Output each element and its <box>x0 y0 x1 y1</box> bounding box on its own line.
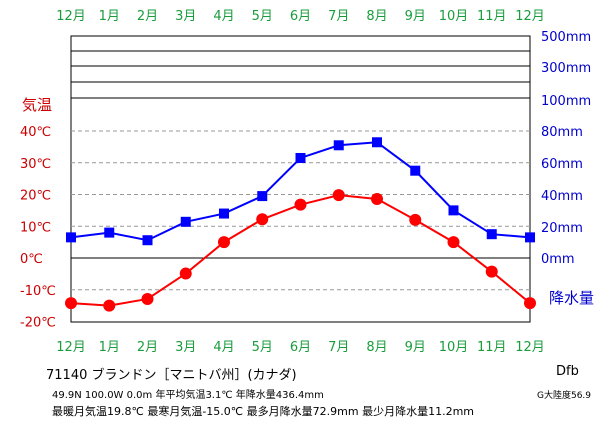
station-summary: 49.9N 100.0W 0.0m 年平均気温3.1℃ 年降水量436.4mm <box>52 390 324 401</box>
koppen-classification: Dfb <box>556 364 579 379</box>
precip-point <box>104 227 115 238</box>
precip-axis-title: 降水量 <box>549 289 594 307</box>
temp-tick-label: -10℃ <box>20 284 56 299</box>
temp-tick-label: 10℃ <box>20 220 51 235</box>
precip-point <box>410 165 421 176</box>
month-label-bottom: 2月 <box>137 340 158 355</box>
precip-point <box>295 152 306 163</box>
temp-point <box>103 299 116 312</box>
month-label-top: 5月 <box>252 9 273 24</box>
precip-point <box>448 205 459 216</box>
temp-point <box>256 213 269 226</box>
month-label-top: 4月 <box>213 9 234 24</box>
temp-tick-label: 30℃ <box>20 157 51 172</box>
month-label-bottom: 12月 <box>56 340 86 355</box>
precip-tick-label: 0mm <box>541 252 575 267</box>
precip-point <box>257 191 268 202</box>
precip-point <box>486 229 497 240</box>
precip-tick-label: 500mm <box>541 30 591 45</box>
precip-tick-label: 300mm <box>541 61 591 76</box>
precip-tick-label: 60mm <box>541 157 583 172</box>
temp-point <box>524 297 536 310</box>
precip-point <box>219 208 229 219</box>
precip-point <box>333 140 344 151</box>
precip-point <box>142 235 153 246</box>
month-label-top: 11月 <box>477 9 507 24</box>
temp-line <box>70 194 531 307</box>
precip-point <box>525 232 535 243</box>
temp-point <box>332 189 345 202</box>
month-label-top: 1月 <box>99 9 120 24</box>
precip-point <box>180 216 191 227</box>
precip-point <box>372 137 382 148</box>
month-label-bottom: 1月 <box>99 340 120 355</box>
precip-tick-label: 100mm <box>541 94 591 109</box>
month-label-top: 12月 <box>515 9 545 24</box>
month-label-top: 8月 <box>366 9 387 24</box>
temp-point <box>447 236 460 249</box>
plot-frame <box>70 35 531 323</box>
month-label-bottom: 6月 <box>290 340 311 355</box>
continentality-index: G大陸度56.9 <box>537 391 592 401</box>
month-label-bottom: 10月 <box>439 340 469 355</box>
temp-point <box>485 265 498 278</box>
precip-tick-label: 80mm <box>541 125 583 140</box>
month-label-bottom: 8月 <box>366 340 387 355</box>
temp-point <box>409 213 422 226</box>
month-label-bottom: 5月 <box>252 340 273 355</box>
month-label-top: 2月 <box>137 9 158 24</box>
month-label-bottom: 9月 <box>405 340 426 355</box>
temp-point <box>218 236 230 249</box>
temp-point <box>141 292 154 305</box>
precip-tick-label: 20mm <box>541 221 583 236</box>
month-label-top: 9月 <box>405 9 426 24</box>
month-label-top: 7月 <box>328 9 349 24</box>
temp-axis-title: 気温 <box>22 96 52 114</box>
temp-point <box>179 267 192 280</box>
temp-tick-label: 0℃ <box>20 252 43 267</box>
temp-point <box>65 297 77 310</box>
month-label-top: 10月 <box>439 9 469 24</box>
precip-tick-label: 40mm <box>541 189 583 204</box>
temp-point <box>294 198 307 211</box>
temp-point <box>371 192 383 205</box>
temp-tick-label: 20℃ <box>20 189 51 204</box>
temp-tick-label: 40℃ <box>20 125 51 140</box>
month-label-bottom: 7月 <box>328 340 349 355</box>
precip-point <box>66 232 76 243</box>
month-label-bottom: 3月 <box>175 340 196 355</box>
month-label-top: 3月 <box>175 9 196 24</box>
month-label-bottom: 12月 <box>515 340 545 355</box>
month-label-bottom: 11月 <box>477 340 507 355</box>
station-extremes: 最暖月気温19.8℃ 最寒月気温-15.0℃ 最多月降水量72.9mm 最少月降… <box>52 405 474 418</box>
month-label-top: 6月 <box>290 9 311 24</box>
station-title: 71140 ブランドン［マニトバ州］(カナダ) <box>46 368 297 383</box>
temp-tick-label: -20℃ <box>20 316 56 331</box>
month-label-bottom: 4月 <box>213 340 234 355</box>
month-label-top: 12月 <box>56 9 86 24</box>
